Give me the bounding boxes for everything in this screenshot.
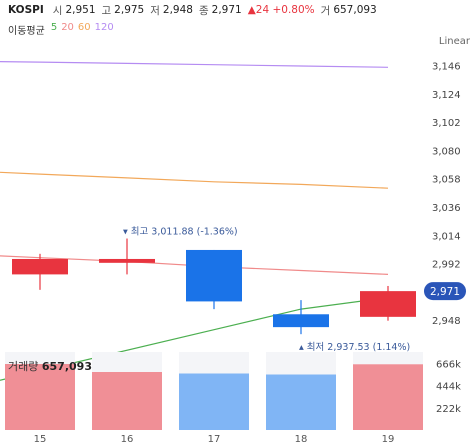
volume-value: 657,093 bbox=[41, 360, 92, 373]
current-price-tag: 2,971 bbox=[424, 282, 466, 301]
open-label: 시 bbox=[52, 4, 63, 17]
x-tick-label: 16 bbox=[121, 434, 134, 445]
x-tick-label: 19 bbox=[382, 434, 395, 445]
open-value: 2,951 bbox=[65, 4, 96, 16]
low-value: 2,948 bbox=[162, 4, 193, 16]
candle-body bbox=[186, 249, 242, 302]
x-tick-label: 18 bbox=[295, 434, 308, 445]
y-tick-label: 3,146 bbox=[432, 62, 461, 73]
volume-panel-label: 거래량 657,093 bbox=[8, 358, 92, 374]
ma-20-line bbox=[0, 255, 389, 275]
volume-label-header: 거 bbox=[320, 4, 331, 17]
volume-bar bbox=[353, 364, 423, 430]
volume-title: 거래량 bbox=[8, 360, 39, 373]
volume-bar bbox=[92, 372, 162, 430]
ma-60-line bbox=[0, 171, 389, 189]
low-label: 저 bbox=[150, 4, 160, 17]
price-header: KOSPI 시 2,951 고 2,975 저 2,948 종 2,971 ▲2… bbox=[8, 1, 383, 19]
high-label: 고 bbox=[101, 4, 112, 17]
y-tick-label: 2,992 bbox=[432, 260, 461, 271]
high-annotation: ▾ 최고 3,011.88 (-1.36%) bbox=[123, 227, 238, 238]
candle-body bbox=[12, 258, 68, 275]
volume-tick-label: 444k bbox=[436, 382, 461, 393]
change-value: ▲24 +0.80% bbox=[247, 4, 315, 16]
low-annotation: ▴ 최저 2,937.53 (1.14%) bbox=[299, 342, 410, 353]
volume-tick-label: 222k bbox=[436, 404, 461, 415]
y-tick-label: 2,948 bbox=[432, 316, 461, 327]
volume-tick-label: 666k bbox=[436, 359, 461, 370]
volume-bar bbox=[266, 374, 336, 430]
y-tick-label: 3,102 bbox=[432, 118, 461, 129]
ma-60-label: 60 bbox=[77, 22, 91, 33]
close-label: 종 bbox=[198, 4, 209, 17]
y-tick-label: 3,014 bbox=[432, 231, 461, 242]
symbol-name: KOSPI bbox=[8, 4, 44, 16]
volume-bar bbox=[179, 373, 249, 430]
candle-body bbox=[99, 258, 155, 263]
volume-bar bbox=[5, 364, 75, 430]
x-tick-label: 17 bbox=[208, 434, 221, 445]
ma-120-line bbox=[0, 61, 389, 68]
ma-5-label: 5 bbox=[50, 22, 58, 33]
moving-average-title: 이동평균 bbox=[8, 26, 45, 37]
y-tick-label: 3,036 bbox=[432, 203, 461, 214]
volume-value-header: 657,093 bbox=[333, 4, 377, 16]
candle-body bbox=[360, 291, 416, 317]
y-tick-label: 3,080 bbox=[432, 146, 461, 157]
y-tick-label: 3,058 bbox=[432, 175, 461, 186]
moving-average-legend[interactable]: 이동평균 5 20 60 120 bbox=[8, 22, 114, 37]
current-price-tag-text: 2,971 bbox=[430, 286, 460, 298]
ma-120-label: 120 bbox=[94, 22, 114, 33]
y-tick-label: 3,124 bbox=[432, 90, 461, 101]
scale-toggle[interactable]: Linear bbox=[438, 36, 470, 47]
high-value: 2,975 bbox=[114, 4, 145, 16]
ma-20-label: 20 bbox=[61, 22, 74, 33]
close-value: 2,971 bbox=[211, 4, 242, 16]
candle-body bbox=[273, 314, 329, 328]
x-tick-label: 15 bbox=[34, 434, 47, 445]
